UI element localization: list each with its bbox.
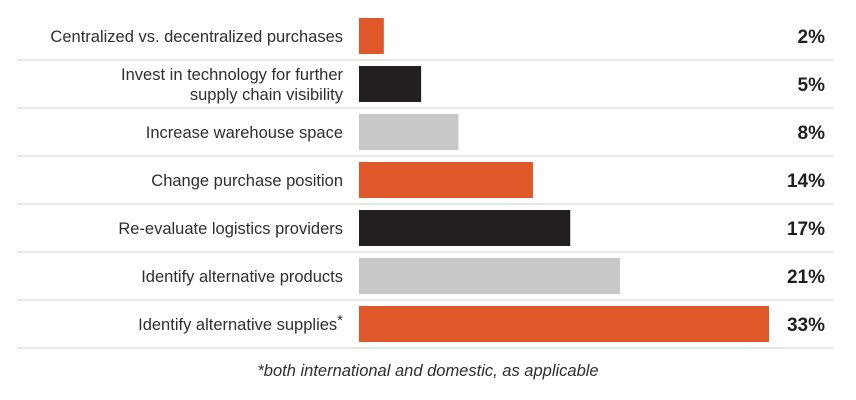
bar-0: [359, 18, 384, 54]
value-label-0: 2%: [798, 27, 826, 48]
chart-footnote: *both international and domestic, as app…: [257, 362, 599, 380]
category-label-5: Identify alternative products: [141, 268, 343, 286]
bar-4: [359, 210, 571, 246]
value-label-1: 5%: [798, 75, 826, 96]
category-label-3: Change purchase position: [151, 172, 343, 190]
category-label-4: Re-evaluate logistics providers: [118, 220, 343, 238]
bar-6: [359, 306, 769, 342]
bar-chart: Centralized vs. decentralized purchases 2…: [17, 18, 834, 349]
category-label-2: Increase warehouse space: [146, 124, 343, 142]
bar-2: [359, 114, 459, 150]
value-label-4: 17%: [787, 219, 825, 240]
category-label-1: Invest in technology for further supply c…: [121, 66, 344, 104]
bar-5: [359, 258, 620, 294]
value-label-5: 21%: [787, 267, 825, 288]
bar-3: [359, 162, 533, 198]
bar-1: [359, 66, 422, 102]
value-label-3: 14%: [787, 171, 825, 192]
value-label-2: 8%: [798, 123, 826, 144]
value-label-6: 33%: [787, 315, 825, 336]
category-label-6: Identify alternative supplies*: [138, 312, 343, 334]
category-label-0: Centralized vs. decentralized purchases: [50, 28, 343, 46]
